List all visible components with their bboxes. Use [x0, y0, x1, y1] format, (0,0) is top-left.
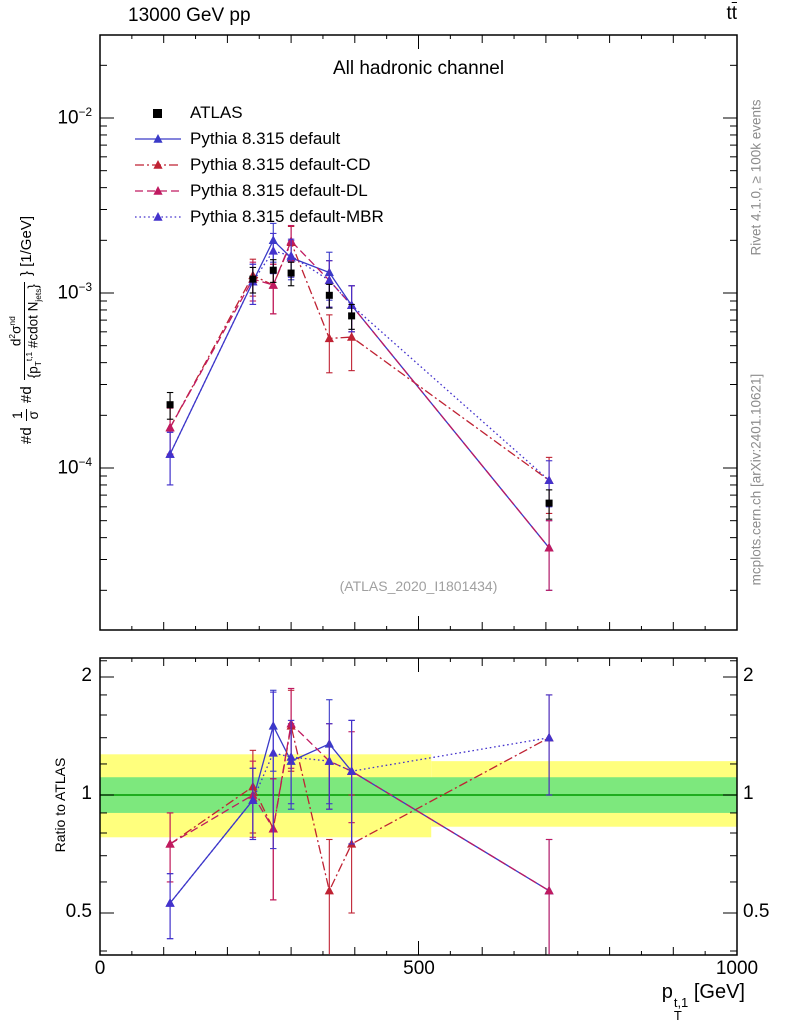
atlas-marker-icon	[153, 109, 162, 118]
x-label-unit: [GeV]	[693, 981, 745, 1003]
ratio-tick-right-05: 0.5	[743, 901, 770, 922]
y-tick-1e-4: 10−4	[57, 456, 92, 479]
legend-label: Pythia 8.315 default-DL	[190, 181, 368, 200]
y-tick-1e-3: 10−3	[57, 281, 92, 304]
process-tbar: t	[731, 3, 737, 24]
series-marker-icon	[135, 134, 181, 143]
x-tick-1000: 1000	[715, 958, 759, 979]
analysis-id-watermark: (ATLAS_2020_I1801434)	[339, 578, 498, 594]
legend-item: Pythia 8.315 default	[134, 126, 384, 152]
series-marker-icon	[135, 186, 181, 195]
ratio-tick-left-2: 2	[81, 665, 92, 686]
x-axis-label: p t,1 T [GeV]	[540, 981, 745, 1023]
legend-label: Pythia 8.315 default-CD	[190, 155, 371, 174]
legend-item: Pythia 8.315 default-MBR	[134, 204, 384, 230]
ylabel-unit: } [1/GeV]	[17, 216, 35, 277]
legend-item: Pythia 8.315 default-DL	[134, 178, 384, 204]
beam-energy-label: 13000 GeV pp	[128, 5, 251, 26]
series-marker-icon	[135, 160, 181, 169]
legend-label: Pythia 8.315 default	[190, 129, 341, 148]
ylabel-token-1: #d	[17, 427, 35, 445]
series-marker-icon	[135, 212, 181, 221]
ratio-tick-right-2: 2	[743, 665, 754, 686]
ratio-y-axis-label: Ratio to ATLAS	[52, 757, 68, 853]
x-tick-0: 0	[94, 958, 106, 979]
x-tick-500: 500	[403, 958, 435, 979]
legend-item: ATLAS	[134, 100, 384, 126]
ratio-tick-right-1: 1	[743, 783, 754, 804]
process-t: t	[726, 3, 732, 24]
legend-label: ATLAS	[190, 103, 243, 122]
ylabel-token-2: #d	[17, 386, 35, 403]
legend-item: Pythia 8.315 default-CD	[134, 152, 384, 178]
ratio-tick-left-1: 1	[81, 783, 92, 804]
x-label-p: p	[661, 981, 673, 1003]
legend-label: Pythia 8.315 default-MBR	[190, 207, 384, 226]
legend: ATLAS Pythia 8.315 default Pythia 8.315 de…	[134, 100, 384, 230]
process-label: tt	[687, 3, 737, 25]
ylabel-frac-d2sigma: d2σnd {pTt,1 #cdot Njets}	[7, 282, 44, 381]
x-label-supsub: t,1 T	[673, 995, 689, 1024]
rivet-version-note: Rivet 4.1.0, ≥ 100k events	[748, 99, 764, 256]
y-tick-1e-2: 10−2	[57, 106, 92, 129]
mcplots-citation-note: mcplots.cern.ch [arXiv:2401.10621]	[748, 373, 764, 586]
plot-title: All hadronic channel	[332, 58, 505, 79]
ratio-tick-left-05: 0.5	[65, 901, 92, 922]
